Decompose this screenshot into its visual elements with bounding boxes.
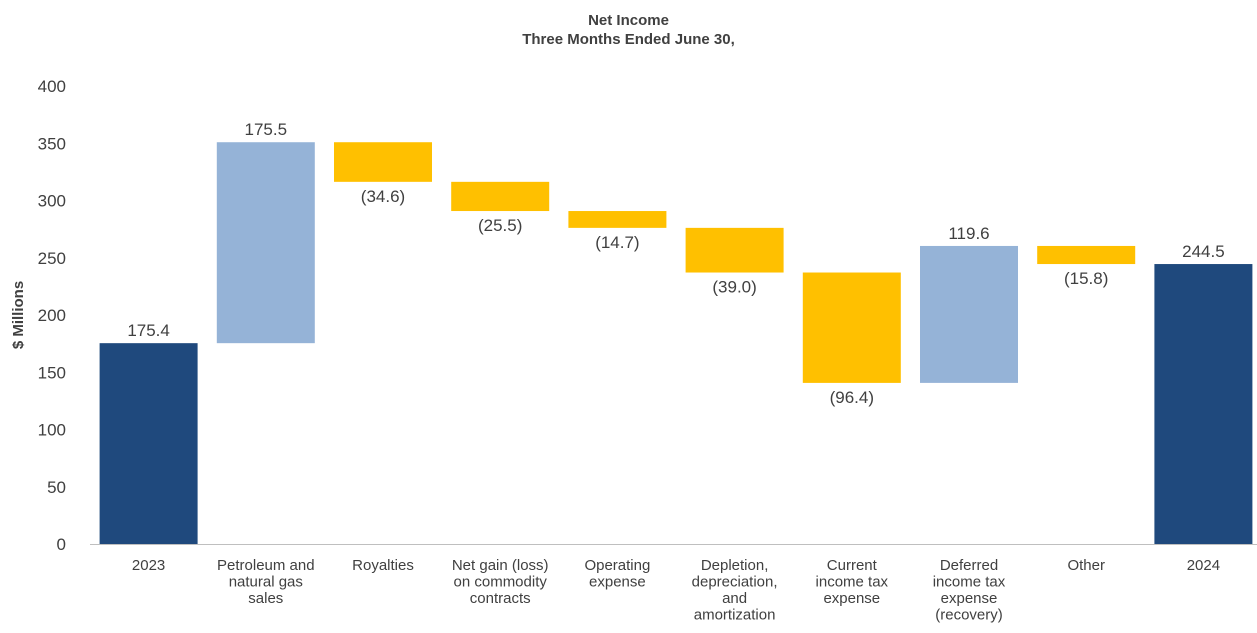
- y-tick-label-50: 50: [47, 478, 66, 497]
- category-label-5-0: Depletion,: [701, 557, 769, 574]
- y-tick-label-400: 400: [38, 77, 66, 96]
- category-label-1-1: natural gas: [229, 574, 303, 591]
- bar-decrease-3: [451, 181, 550, 212]
- y-axis-label: $ Millions: [10, 281, 27, 349]
- bar-decrease-2: [334, 142, 432, 182]
- y-tick-label-350: 350: [38, 134, 66, 153]
- y-tick-label-300: 300: [38, 192, 66, 211]
- category-label-3-1: on commodity: [454, 574, 548, 591]
- chart-subtitle: Three Months Ended June 30,: [522, 31, 735, 48]
- category-label-4-1: expense: [589, 574, 646, 591]
- bar-total-9: [1154, 264, 1253, 544]
- category-label-1-2: sales: [248, 590, 283, 607]
- chart-title: Net Income: [588, 12, 669, 29]
- category-label-5-1: depreciation,: [692, 574, 778, 591]
- y-tick-label-0: 0: [57, 535, 66, 554]
- y-tick-label-100: 100: [38, 421, 66, 440]
- y-tick-label-250: 250: [38, 249, 66, 268]
- value-label-9: 244.5: [1182, 242, 1225, 261]
- value-label-4: (14.7): [595, 233, 639, 252]
- category-label-7-3: (recovery): [935, 607, 1003, 624]
- bar-decrease-4: [568, 211, 667, 228]
- category-label-5-3: amortization: [694, 607, 776, 624]
- category-label-4-0: Operating: [584, 557, 650, 574]
- category-label-6-0: Current: [827, 557, 878, 574]
- value-label-6: (96.4): [830, 388, 874, 407]
- y-tick-label-200: 200: [38, 306, 66, 325]
- category-label-2-0: Royalties: [352, 557, 414, 574]
- category-label-9-0: 2024: [1187, 557, 1220, 574]
- category-label-7-2: expense: [941, 590, 998, 607]
- value-label-7: 119.6: [948, 224, 989, 243]
- value-label-3: (25.5): [478, 216, 522, 235]
- category-label-6-1: income tax: [816, 574, 889, 591]
- bar-decrease-5: [685, 227, 784, 273]
- category-label-0-0: 2023: [132, 557, 165, 574]
- y-tick-label-150: 150: [38, 363, 66, 382]
- category-label-3-0: Net gain (loss): [452, 557, 549, 574]
- category-label-7-0: Deferred: [940, 557, 998, 574]
- value-label-8: (15.8): [1064, 269, 1108, 288]
- category-label-5-2: and: [722, 590, 747, 607]
- bar-increase-1: [216, 142, 315, 344]
- value-label-1: 175.5: [245, 120, 288, 139]
- bar-total-0: [99, 343, 198, 544]
- category-label-6-2: expense: [823, 590, 880, 607]
- value-label-2: (34.6): [361, 187, 405, 206]
- bar-decrease-8: [1037, 245, 1136, 265]
- category-label-7-1: income tax: [933, 574, 1006, 591]
- category-label-3-2: contracts: [470, 590, 531, 607]
- bar-increase-7: [920, 245, 1018, 383]
- value-label-0: 175.4: [127, 321, 170, 340]
- value-label-5: (39.0): [712, 278, 756, 297]
- category-label-8-0: Other: [1067, 557, 1105, 574]
- bar-decrease-6: [802, 272, 901, 383]
- category-label-1-0: Petroleum and: [217, 557, 315, 574]
